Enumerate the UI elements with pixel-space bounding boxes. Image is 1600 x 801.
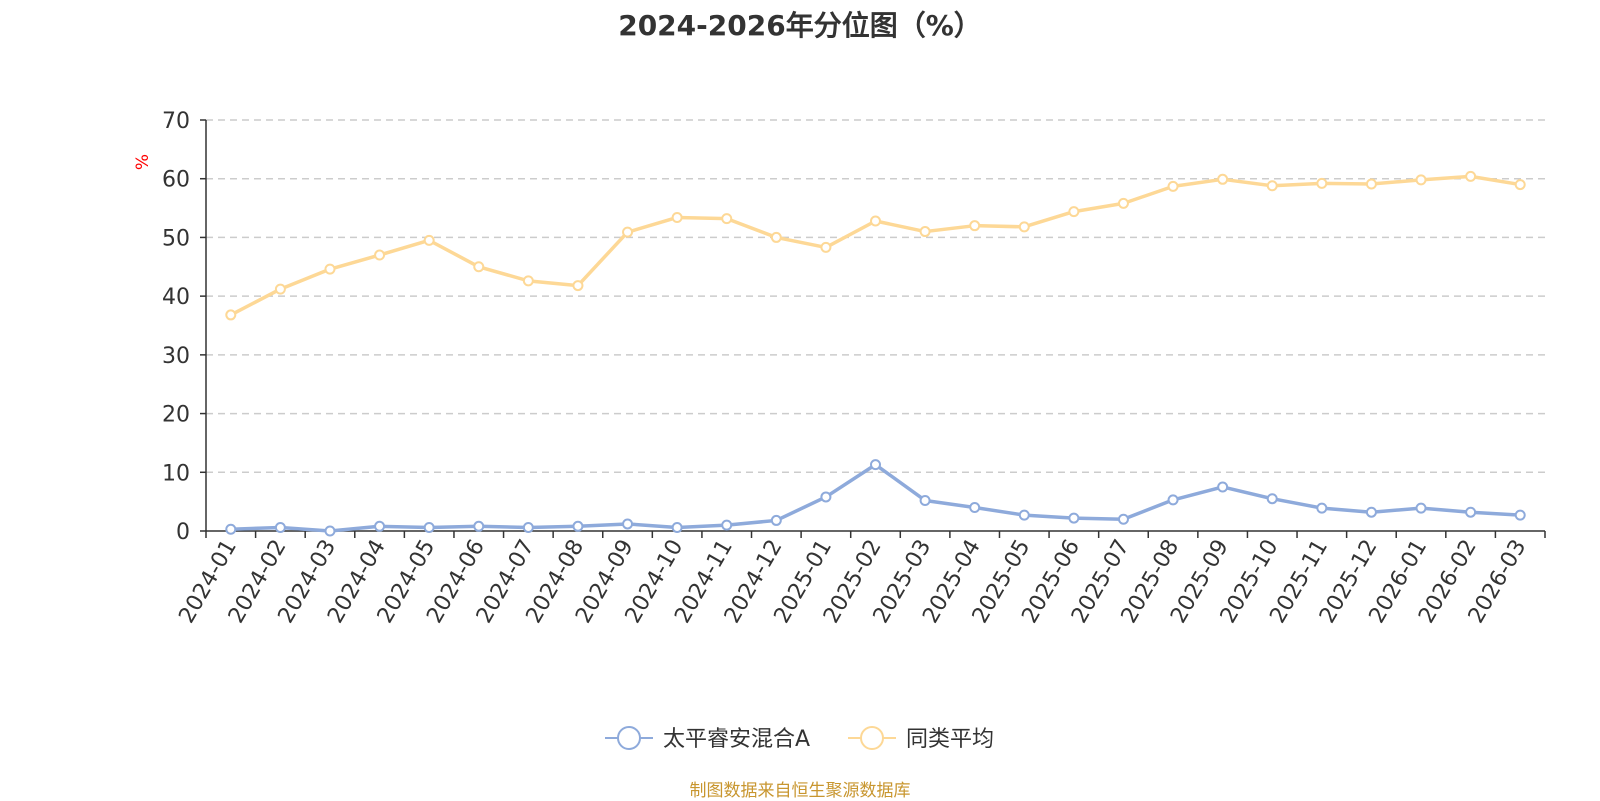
series-line (230, 462, 1521, 533)
data-point[interactable] (671, 521, 683, 533)
grid-lines (206, 119, 1545, 474)
data-point[interactable] (522, 275, 534, 287)
y-tick-label: 10 (162, 461, 190, 486)
data-point[interactable] (522, 521, 534, 533)
data-point[interactable] (374, 249, 386, 261)
data-point[interactable] (1316, 502, 1328, 514)
y-tick-label: 30 (162, 344, 190, 369)
data-point[interactable] (1365, 506, 1377, 518)
data-point[interactable] (225, 523, 237, 535)
data-point[interactable] (1018, 221, 1030, 233)
chart-title: 2024-2026年分位图（%） (618, 9, 982, 42)
data-point[interactable] (1117, 197, 1129, 209)
data-point[interactable] (870, 215, 881, 227)
data-point[interactable] (1167, 494, 1179, 506)
data-point[interactable] (1415, 174, 1427, 186)
data-point[interactable] (969, 502, 981, 514)
data-point[interactable] (374, 520, 386, 532)
data-point[interactable] (324, 525, 336, 537)
data-point[interactable] (274, 521, 286, 533)
data-point[interactable] (721, 519, 733, 531)
data-point[interactable] (1217, 481, 1229, 493)
data-point[interactable] (770, 231, 782, 243)
data-point[interactable] (919, 226, 931, 238)
data-point[interactable] (1316, 177, 1328, 189)
y-tick-label: 20 (162, 403, 190, 428)
y-axis-label: % (133, 154, 153, 170)
data-point[interactable] (1266, 493, 1278, 505)
data-point[interactable] (572, 520, 584, 532)
data-point[interactable] (1068, 206, 1080, 218)
data-point[interactable] (622, 518, 634, 530)
x-axis: 2024-012024-022024-032024-042024-052024-… (174, 530, 1546, 628)
data-point[interactable] (1514, 509, 1526, 521)
data-point[interactable] (1465, 170, 1477, 182)
y-tick-label: 50 (162, 226, 190, 251)
data-point[interactable] (473, 261, 485, 273)
data-point[interactable] (572, 280, 584, 292)
data-point[interactable] (820, 491, 832, 503)
data-point[interactable] (1167, 180, 1179, 192)
y-tick-label: 40 (162, 285, 190, 310)
data-point[interactable] (1068, 512, 1080, 524)
data-point[interactable] (622, 226, 634, 238)
data-point[interactable] (1415, 502, 1427, 514)
legend-label: 同类平均 (906, 727, 994, 752)
data-point[interactable] (473, 520, 485, 532)
series-layer (225, 170, 1526, 537)
data-point[interactable] (1266, 180, 1278, 192)
y-tick-label: 60 (162, 168, 190, 193)
data-point[interactable] (423, 521, 435, 533)
y-tick-label: 70 (162, 109, 190, 134)
data-point[interactable] (423, 234, 435, 246)
series-line (229, 174, 1521, 317)
data-point[interactable] (820, 241, 832, 253)
y-tick-label: 0 (176, 520, 190, 545)
legend-marker (860, 726, 884, 750)
legend-label: 太平睿安混合A (663, 727, 810, 752)
data-point[interactable] (324, 263, 336, 275)
data-point[interactable] (770, 514, 782, 526)
source-note: 制图数据来自恒生聚源数据库 (689, 781, 911, 801)
data-point[interactable] (1117, 513, 1129, 525)
legend-marker (617, 726, 641, 750)
data-point[interactable] (870, 459, 881, 471)
data-point[interactable] (919, 494, 931, 506)
y-axis: 0 10 20 30 40 50 60 70% (133, 109, 207, 545)
data-point[interactable] (274, 283, 286, 295)
data-point[interactable] (721, 213, 733, 225)
data-point[interactable] (1018, 509, 1030, 521)
data-point[interactable] (1365, 178, 1377, 190)
data-point[interactable] (1217, 173, 1229, 185)
data-point[interactable] (1514, 179, 1526, 191)
legend-item[interactable]: 太平睿安混合A (605, 726, 810, 752)
data-point[interactable] (969, 220, 981, 232)
legend[interactable]: 太平睿安混合A 同类平均 (605, 726, 994, 752)
data-point[interactable] (1465, 506, 1477, 518)
data-point[interactable] (225, 309, 237, 321)
data-point[interactable] (671, 211, 683, 223)
legend-item[interactable]: 同类平均 (848, 726, 994, 752)
